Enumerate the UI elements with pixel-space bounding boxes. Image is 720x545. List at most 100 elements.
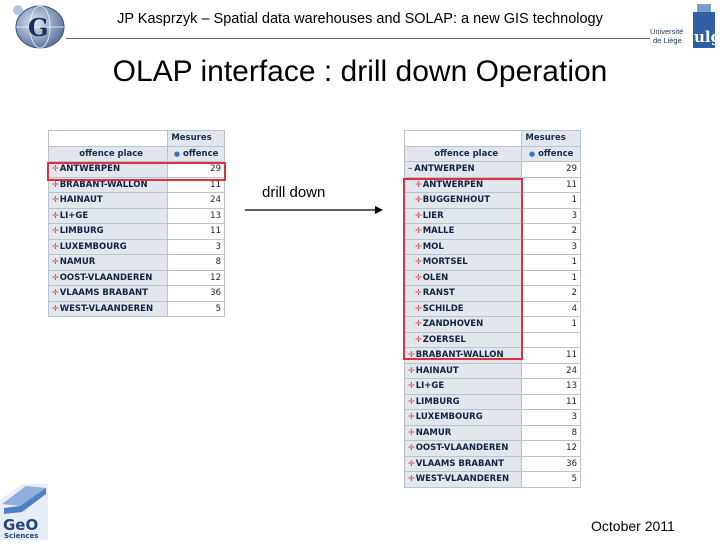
table-row[interactable]: ✛LI+GE 13 xyxy=(403,378,581,395)
table-row[interactable]: ✛LIMBURG 11 xyxy=(47,223,225,240)
member-cell[interactable]: ✛VLAAMS BRABANT xyxy=(403,455,523,472)
member-cell[interactable]: ✛LUXEMBOURG xyxy=(403,409,523,426)
member-cell[interactable]: ✛MORTSEL xyxy=(403,254,523,271)
member-cell[interactable]: ✛RANST xyxy=(403,285,523,302)
plus-icon[interactable]: ✛ xyxy=(408,350,415,360)
measure-header[interactable]: ● offence xyxy=(521,145,581,162)
table-row[interactable]: ✛ZOERSEL xyxy=(403,331,581,348)
table-row[interactable]: ✛OOST-VLAANDEREN 12 xyxy=(47,269,225,286)
member-cell[interactable]: ✛BUGGENHOUT xyxy=(403,192,523,209)
member-cell[interactable]: ✛NAMUR xyxy=(47,254,169,271)
measures-header[interactable]: Mesures xyxy=(167,130,225,147)
table-row[interactable]: ✛LUXEMBOURG 3 xyxy=(47,238,225,255)
table-row[interactable]: ✛OLEN 1 xyxy=(403,269,581,286)
table-row[interactable]: ✛HAINAUT 24 xyxy=(403,362,581,379)
table-row[interactable]: ✛MORTSEL 1 xyxy=(403,254,581,271)
table-row[interactable]: ✛OOST-VLAANDEREN 12 xyxy=(403,440,581,457)
table-row[interactable]: ✛BRABANT-WALLON 11 xyxy=(47,176,225,193)
plus-icon[interactable]: ✛ xyxy=(415,272,422,282)
plus-icon[interactable]: ✛ xyxy=(52,241,59,251)
table-row[interactable]: ✛SCHILDE 4 xyxy=(403,300,581,317)
table-row[interactable]: ✛MOL 3 xyxy=(403,238,581,255)
value-cell: 12 xyxy=(167,269,225,286)
plus-icon[interactable]: ✛ xyxy=(52,288,59,298)
table-row[interactable]: ✛HAINAUT 24 xyxy=(47,192,225,209)
table-row[interactable]: ✛VLAAMS BRABANT 36 xyxy=(47,285,225,302)
member-cell[interactable]: ✛LIER xyxy=(403,207,523,224)
plus-icon[interactable]: ✛ xyxy=(408,474,415,484)
plus-icon[interactable]: ✛ xyxy=(415,210,422,220)
member-cell[interactable]: ✛ANTWERPEN xyxy=(403,176,523,193)
member-cell[interactable]: ✛LUXEMBOURG xyxy=(47,238,169,255)
member-cell[interactable]: ✛LIMBURG xyxy=(403,393,523,410)
member-cell[interactable]: ✛VLAAMS BRABANT xyxy=(47,285,169,302)
plus-icon[interactable]: ✛ xyxy=(408,396,415,406)
plus-icon[interactable]: ✛ xyxy=(415,179,422,189)
table-row[interactable]: ✛NAMUR 8 xyxy=(403,424,581,441)
table-row[interactable]: ✛NAMUR 8 xyxy=(47,254,225,271)
table-row[interactable]: ✛MALLE 2 xyxy=(403,223,581,240)
plus-icon[interactable]: ✛ xyxy=(52,303,59,313)
member-cell[interactable]: – ANTWERPEN xyxy=(403,161,523,178)
measure-header[interactable]: ● offence xyxy=(167,145,225,162)
table-row[interactable]: ✛BUGGENHOUT 1 xyxy=(403,192,581,209)
plus-icon[interactable]: ✛ xyxy=(52,226,59,236)
member-cell[interactable]: ✛BRABANT-WALLON xyxy=(403,347,523,364)
plus-icon[interactable]: ✛ xyxy=(415,257,422,267)
table-row[interactable]: ✛WEST-VLAANDEREN 5 xyxy=(403,471,581,488)
member-cell[interactable]: ✛WEST-VLAANDEREN xyxy=(47,300,169,317)
plus-icon[interactable]: ✛ xyxy=(415,241,422,251)
member-cell[interactable]: ✛ZOERSEL xyxy=(403,331,523,348)
member-cell[interactable]: ✛ANTWERPEN xyxy=(47,161,169,178)
plus-icon[interactable]: ✛ xyxy=(52,257,59,267)
table-row[interactable]: ✛LUXEMBOURG 3 xyxy=(403,409,581,426)
member-cell[interactable]: ✛NAMUR xyxy=(403,424,523,441)
plus-icon[interactable]: ✛ xyxy=(52,195,59,205)
measures-header[interactable]: Mesures xyxy=(521,130,581,147)
member-cell[interactable]: ✛MALLE xyxy=(403,223,523,240)
member-cell[interactable]: ✛BRABANT-WALLON xyxy=(47,176,169,193)
member-cell[interactable]: ✛ZANDHOVEN xyxy=(403,316,523,333)
member-cell[interactable]: ✛MOL xyxy=(403,238,523,255)
table-row[interactable]: ✛ZANDHOVEN 1 xyxy=(403,316,581,333)
table-row[interactable]: – ANTWERPEN 29 xyxy=(403,161,581,178)
member-cell[interactable]: ✛OLEN xyxy=(403,269,523,286)
table-row[interactable]: ✛LIMBURG 11 xyxy=(403,393,581,410)
table-row[interactable]: ✛ANTWERPEN 29 xyxy=(47,161,225,178)
dimension-header[interactable]: offence place xyxy=(47,145,169,162)
plus-icon[interactable]: ✛ xyxy=(52,164,59,174)
table-row[interactable]: ✛ANTWERPEN 11 xyxy=(403,176,581,193)
plus-icon[interactable]: ✛ xyxy=(408,458,415,468)
plus-icon[interactable]: ✛ xyxy=(415,288,422,298)
plus-icon[interactable]: ✛ xyxy=(52,179,59,189)
table-row[interactable]: ✛VLAAMS BRABANT 36 xyxy=(403,455,581,472)
member-cell[interactable]: ✛LI+GE xyxy=(403,378,523,395)
plus-icon[interactable]: ✛ xyxy=(415,334,422,344)
member-cell[interactable]: ✛LIMBURG xyxy=(47,223,169,240)
table-row[interactable]: ✛RANST 2 xyxy=(403,285,581,302)
plus-icon[interactable]: ✛ xyxy=(408,443,415,453)
plus-icon[interactable]: ✛ xyxy=(415,303,422,313)
minus-icon[interactable]: – xyxy=(408,164,413,175)
plus-icon[interactable]: ✛ xyxy=(408,365,415,375)
plus-icon[interactable]: ✛ xyxy=(408,427,415,437)
plus-icon[interactable]: ✛ xyxy=(408,381,415,391)
table-row[interactable]: ✛LI+GE 13 xyxy=(47,207,225,224)
member-cell[interactable]: ✛OOST-VLAANDEREN xyxy=(403,440,523,457)
plus-icon[interactable]: ✛ xyxy=(415,195,422,205)
table-row[interactable]: ✛LIER 3 xyxy=(403,207,581,224)
plus-icon[interactable]: ✛ xyxy=(408,412,415,422)
plus-icon[interactable]: ✛ xyxy=(52,272,59,282)
member-cell[interactable]: ✛SCHILDE xyxy=(403,300,523,317)
member-cell[interactable]: ✛HAINAUT xyxy=(403,362,523,379)
plus-icon[interactable]: ✛ xyxy=(415,319,422,329)
member-cell[interactable]: ✛LI+GE xyxy=(47,207,169,224)
table-row[interactable]: ✛BRABANT-WALLON 11 xyxy=(403,347,581,364)
table-row[interactable]: ✛WEST-VLAANDEREN 5 xyxy=(47,300,225,317)
dimension-header[interactable]: offence place xyxy=(403,145,523,162)
plus-icon[interactable]: ✛ xyxy=(415,226,422,236)
plus-icon[interactable]: ✛ xyxy=(52,210,59,220)
member-cell[interactable]: ✛OOST-VLAANDEREN xyxy=(47,269,169,286)
member-cell[interactable]: ✛WEST-VLAANDEREN xyxy=(403,471,523,488)
member-cell[interactable]: ✛HAINAUT xyxy=(47,192,169,209)
